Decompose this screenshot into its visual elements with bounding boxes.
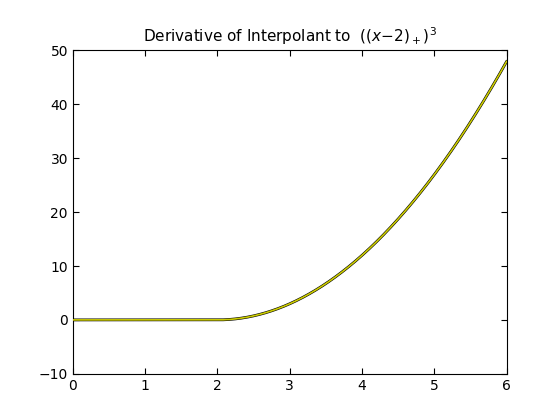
Title: Derivative of Interpolant to  $((x\mathrm{-}2)_+)^3$: Derivative of Interpolant to $((x\mathrm…: [143, 25, 437, 47]
